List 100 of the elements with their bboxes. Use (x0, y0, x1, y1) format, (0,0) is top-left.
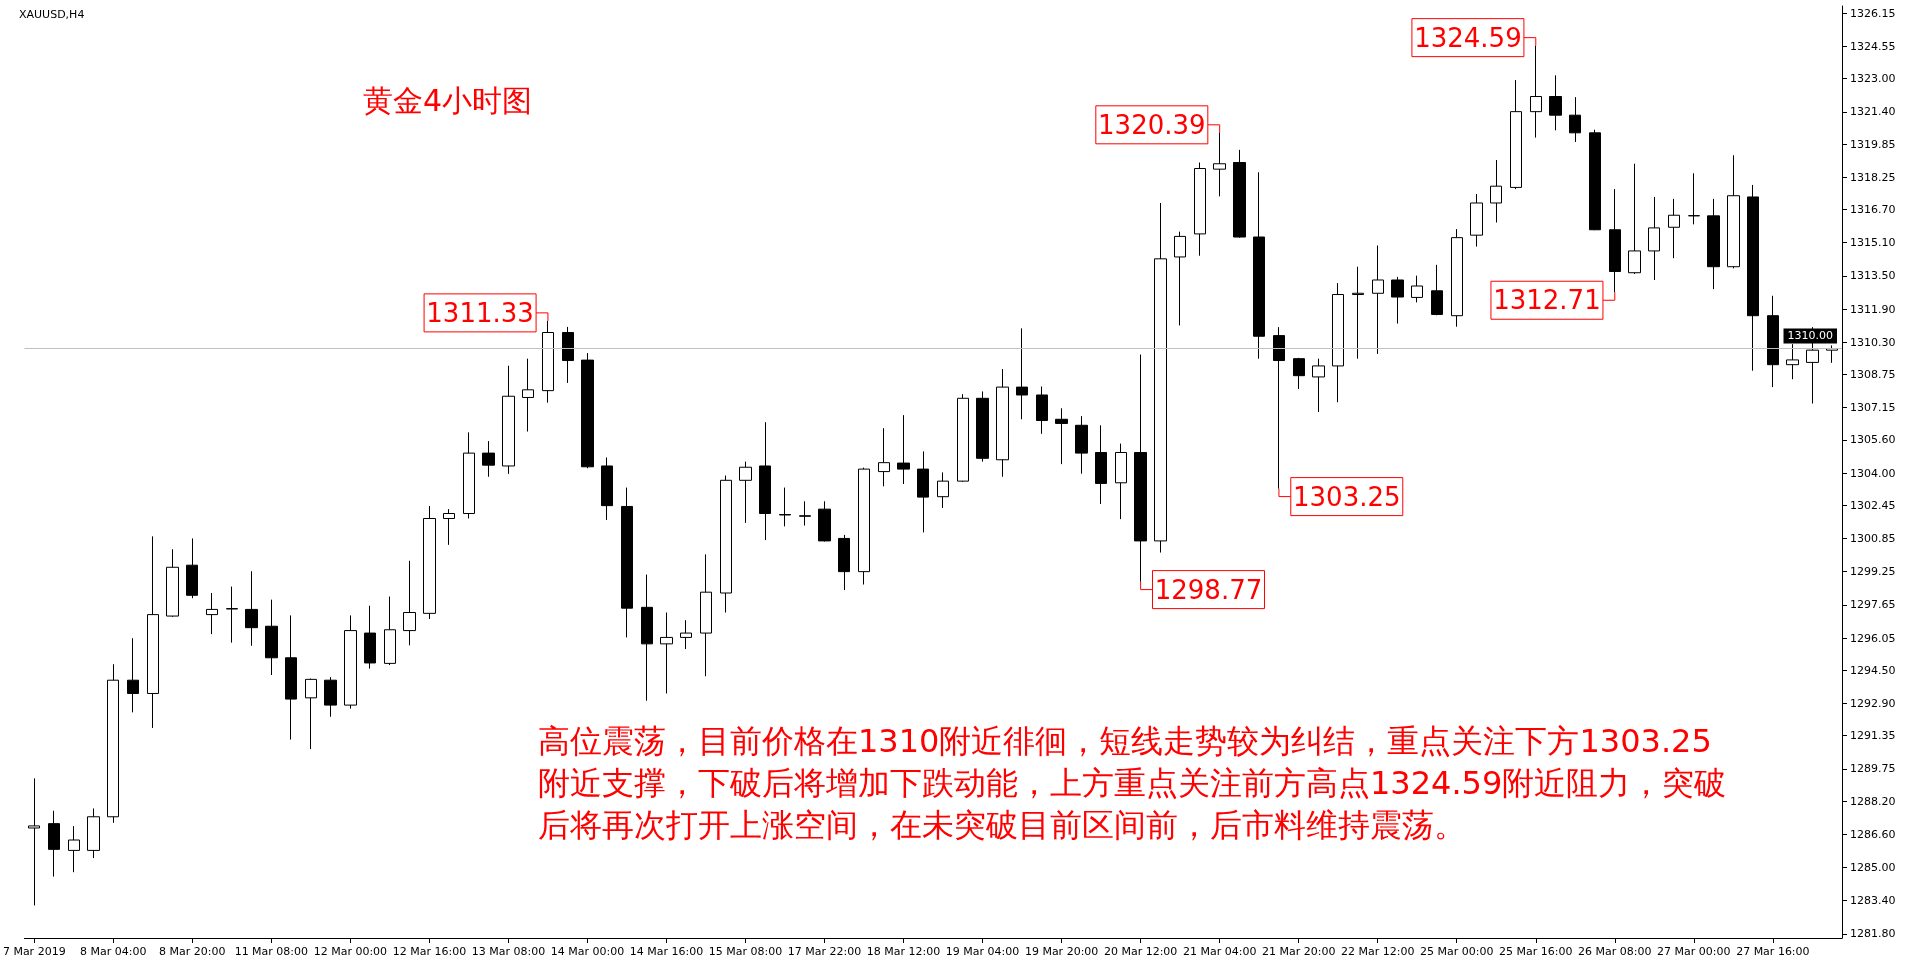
annotation: 高位震荡，目前价格在1310附近徘徊，短线走势较为纠结，重点关注下方1303.25附近支撑，下破后将增加下跌动能，上方重点关注前方高点1324.59附近阻力，突破后将再次打开上涨空间，在未突破目前区间前，后市料维持震荡。 (538, 722, 1727, 844)
y-tick-label: 1285.00 (1850, 860, 1896, 874)
candlestick (28, 777, 40, 906)
x-tick-label: 7 Mar 2019 (2, 945, 66, 958)
x-tick-label: 21 Mar 04:00 (1182, 945, 1257, 958)
y-tick-label: 1286.60 (1850, 827, 1896, 841)
annotation: 1312.71 (1493, 285, 1601, 316)
candlestick (502, 365, 515, 475)
candlestick (463, 431, 475, 519)
candlestick (601, 456, 613, 521)
y-tick-label: 1318.25 (1850, 170, 1896, 184)
candlestick (48, 810, 60, 878)
candlestick (1688, 172, 1700, 225)
candlestick (700, 553, 712, 677)
candlestick (562, 326, 574, 384)
y-tick-label: 1296.05 (1850, 631, 1896, 645)
candlestick (1213, 132, 1226, 197)
candlestick (996, 368, 1009, 478)
candlestick (1095, 424, 1107, 505)
candlestick (1391, 276, 1404, 325)
candlestick (779, 487, 791, 527)
x-tick-label: 17 Mar 22:00 (787, 945, 862, 958)
x-tick-label: 22 Mar 12:00 (1340, 945, 1415, 958)
x-tick-label: 25 Mar 00:00 (1420, 945, 1494, 958)
candlestick (443, 508, 455, 546)
y-tick-label: 1305.60 (1850, 433, 1896, 447)
y-tick-label: 1308.75 (1850, 367, 1896, 381)
y-tick-label: 1291.35 (1850, 729, 1896, 743)
y-tick-label: 1313.50 (1850, 269, 1896, 283)
candlestick (680, 619, 692, 650)
x-tick-label: 26 Mar 08:00 (1578, 945, 1652, 958)
candlestick (542, 320, 554, 404)
candlestick (107, 663, 119, 824)
annotation: 1298.77 (1154, 574, 1263, 605)
candlestick (1628, 163, 1641, 275)
candlestick (1609, 188, 1621, 293)
x-tick-label: 15 Mar 08:00 (708, 945, 783, 958)
candlestick (87, 807, 100, 859)
candlestick (482, 440, 495, 478)
candlestick (799, 500, 811, 527)
candlestick (147, 535, 159, 729)
y-tick-label: 1281.80 (1850, 927, 1896, 941)
candlestick (1707, 198, 1720, 290)
candlestick (1312, 358, 1325, 413)
candlestick (1036, 385, 1048, 435)
y-tick-label: 1299.25 (1850, 565, 1896, 579)
candlestick (1648, 196, 1660, 281)
x-tick-label: 19 Mar 04:00 (945, 945, 1020, 958)
candlestick (324, 676, 337, 718)
x-tick-label: 21 Mar 20:00 (1261, 945, 1336, 958)
candlestick (1668, 198, 1680, 259)
x-tick-label: 8 Mar 20:00 (159, 945, 226, 958)
x-tick-label: 18 Mar 12:00 (866, 945, 941, 958)
y-tick-label: 1311.90 (1850, 302, 1896, 316)
candlestick (1470, 193, 1483, 248)
candlestick (127, 637, 139, 713)
candlestick (1293, 357, 1305, 390)
candlestick (818, 500, 831, 543)
candlestick (206, 592, 218, 635)
text: 黄金4小时图 (363, 82, 533, 118)
y-tick-label: 1300.85 (1850, 531, 1896, 545)
x-tick-label: 27 Mar 00:00 (1657, 945, 1731, 958)
x-tick-label: 14 Mar 16:00 (629, 945, 704, 958)
y-tick-label: 1302.45 (1850, 498, 1896, 512)
candlestick (1549, 74, 1562, 131)
y-tick-label: 1283.40 (1850, 894, 1896, 908)
candlestick (976, 390, 989, 463)
candlestick (1490, 159, 1502, 223)
candlestick (364, 605, 376, 670)
candlestick (858, 467, 870, 585)
candlestick (1055, 407, 1068, 465)
candlestick (265, 599, 278, 676)
x-tick-label: 25 Mar 16:00 (1499, 945, 1573, 958)
y-tick-label: 1321.40 (1850, 105, 1896, 119)
candlestick (1431, 264, 1443, 316)
candlestick (720, 475, 732, 614)
y-tick-label: 1297.65 (1850, 598, 1896, 612)
x-tick-label: 12 Mar 00:00 (313, 945, 388, 958)
candlestick (1372, 245, 1384, 355)
chart-subtitle: XAUUSD,H4 (19, 8, 85, 21)
candlestick (384, 596, 396, 666)
annotation: 1311.33 (426, 297, 534, 328)
candlestick (621, 487, 633, 638)
candlestick (166, 548, 179, 618)
candlestick (1273, 326, 1285, 490)
candlestick (1530, 45, 1542, 139)
candlestick (581, 352, 594, 469)
candlestick (897, 414, 910, 485)
candlestick (1194, 162, 1206, 257)
candlestick (1154, 202, 1167, 554)
y-tick-label: 1326.15 (1850, 6, 1896, 20)
candlestick (1352, 266, 1364, 360)
y-tick-label: 1316.70 (1850, 202, 1896, 216)
x-tick-label: 8 Mar 04:00 (80, 945, 147, 958)
candlestick (957, 393, 969, 483)
ref-line-label: 1310.00 (1787, 329, 1833, 343)
candlestick (1332, 282, 1344, 403)
candlestick (285, 614, 297, 741)
candlestick (344, 614, 357, 710)
candlestick (522, 358, 534, 433)
